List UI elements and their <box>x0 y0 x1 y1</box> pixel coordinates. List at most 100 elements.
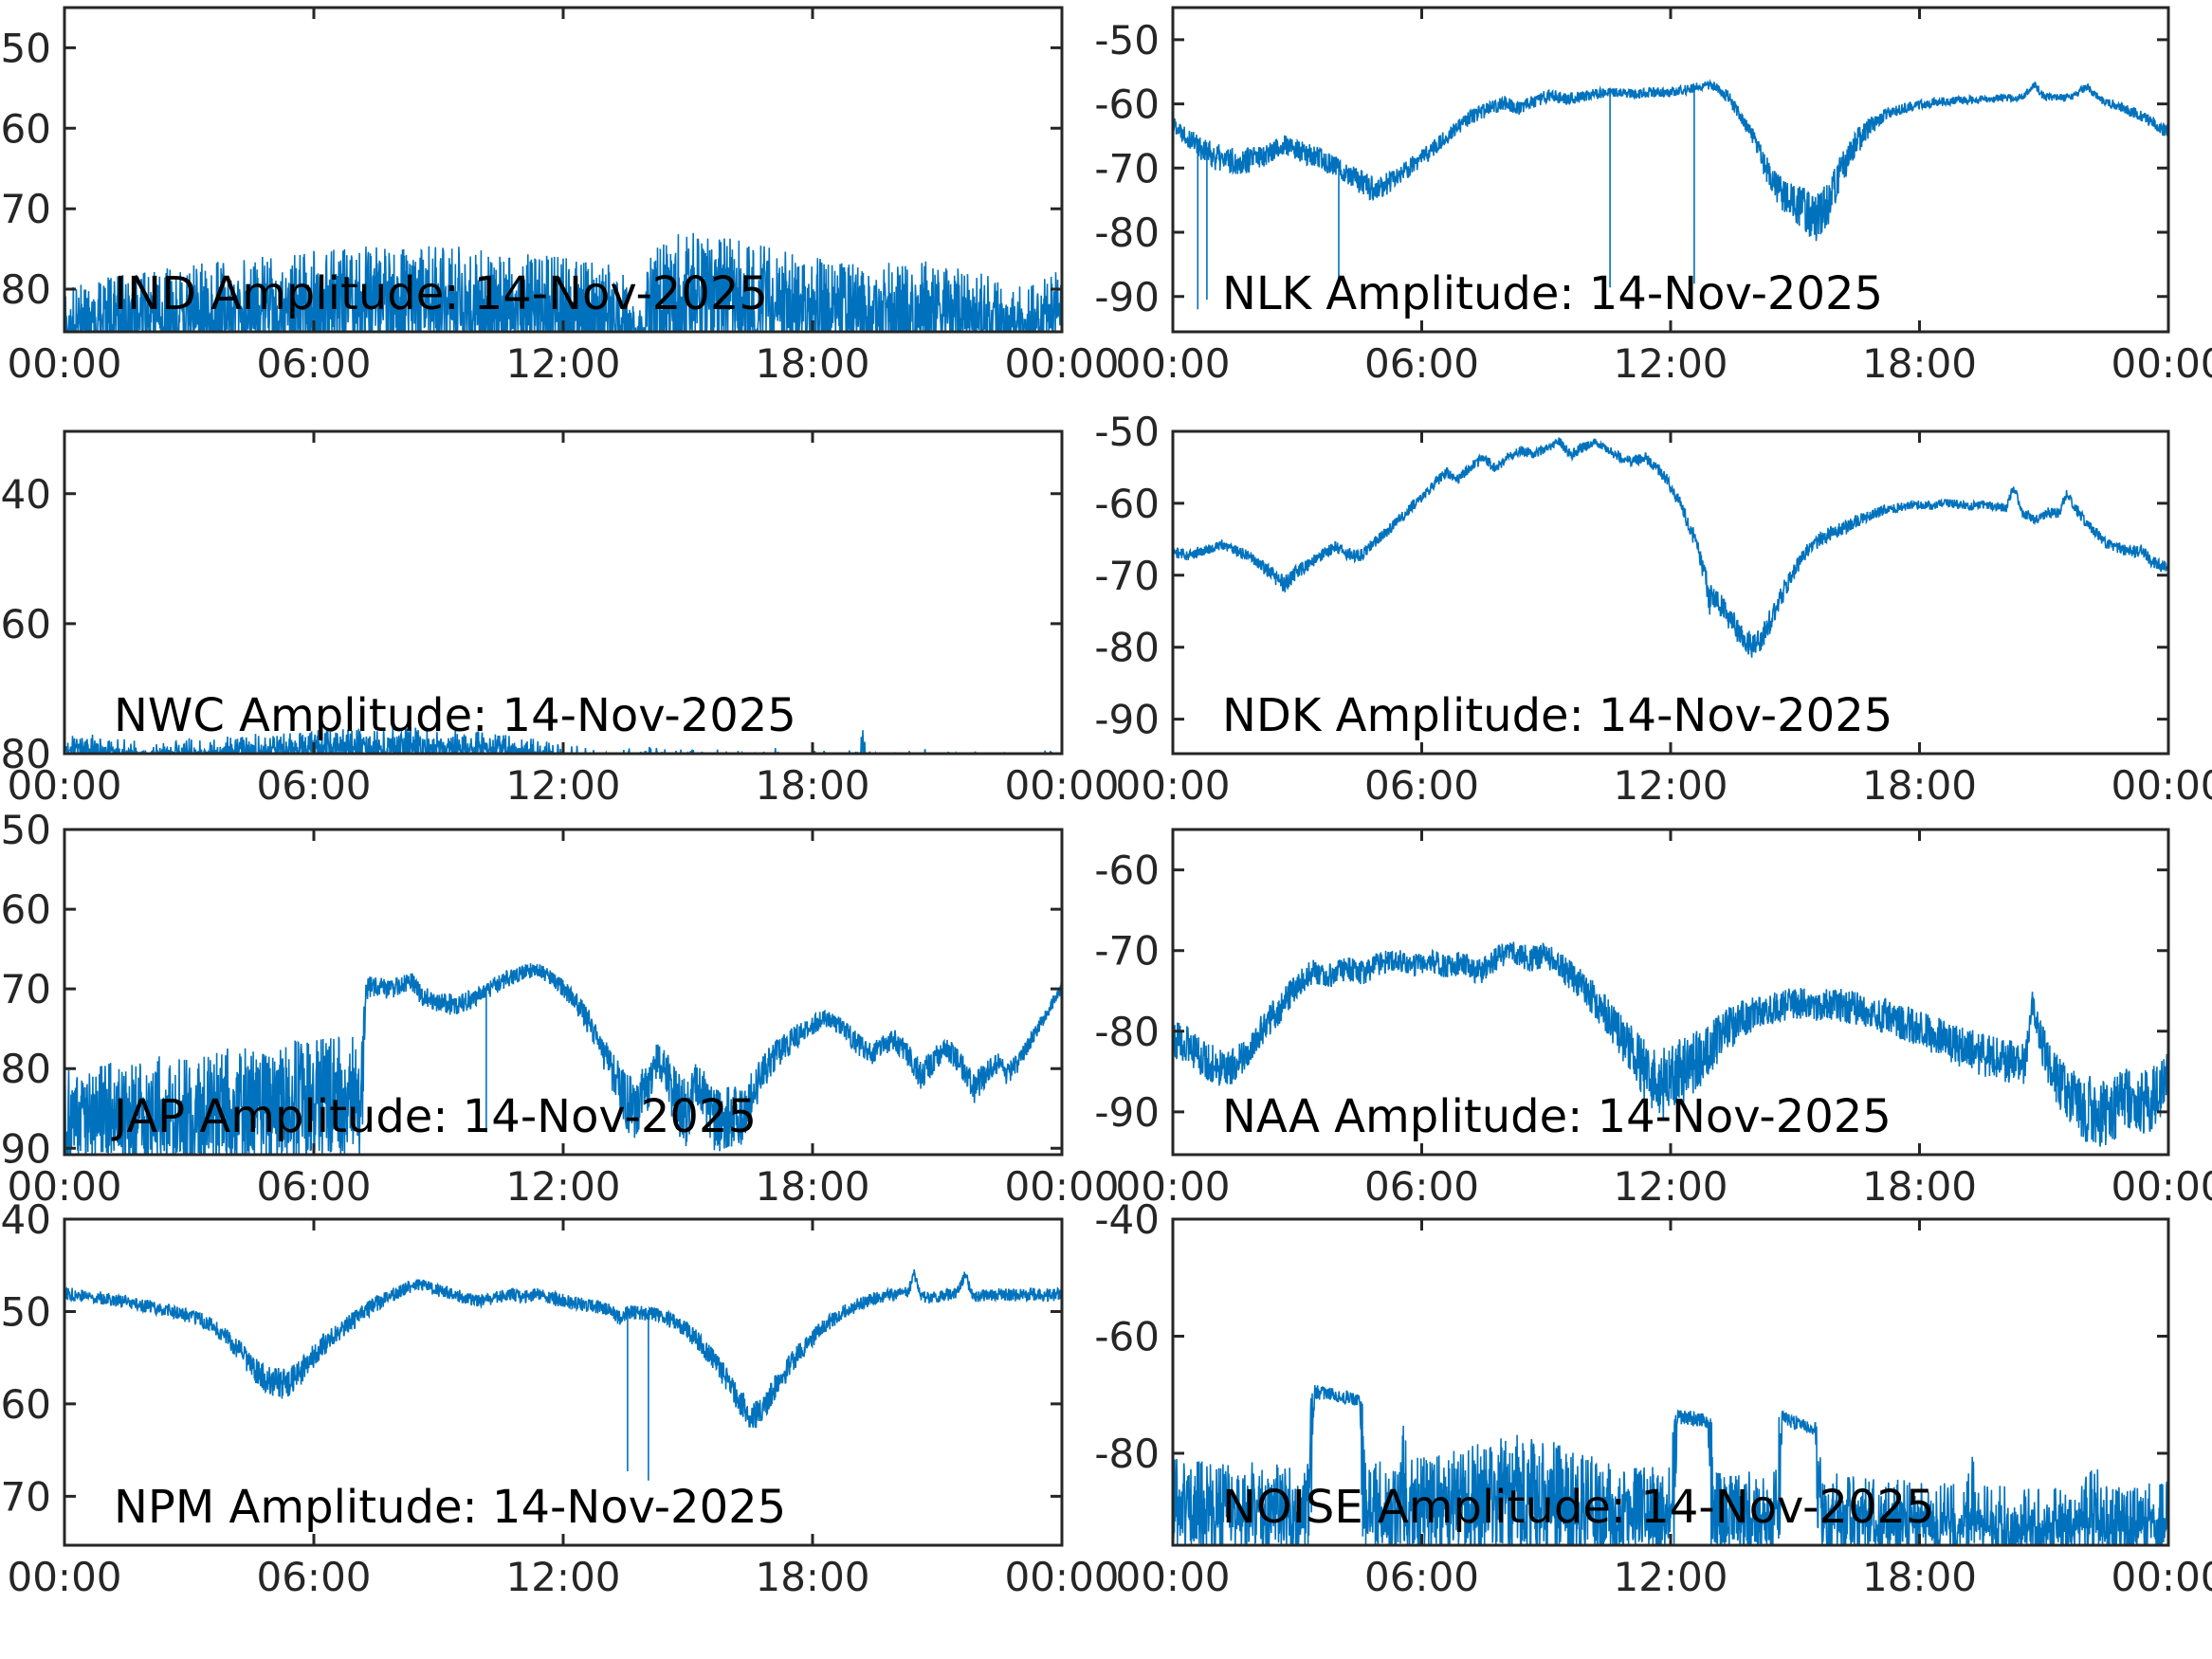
plot-title-nlk: NLK Amplitude: 14-Nov-2025 <box>1222 267 1883 320</box>
x-tick-label: 18:00 <box>755 1554 869 1600</box>
x-tick-label: 00:00 <box>1115 1163 1230 1210</box>
x-tick-label: 00:00 <box>7 762 121 809</box>
x-tick-label: 06:00 <box>256 762 371 809</box>
chart-ndk: 00:00 06:00 12:00 18:00 00:00 -50 -60 -70 -80 -90 <box>1094 409 2212 809</box>
signal-trace-noise <box>1173 1385 2168 1545</box>
x-tick-label: 12:00 <box>1613 1554 1728 1600</box>
plot-title-ndk: NDK Amplitude: 14-Nov-2025 <box>1222 689 1892 742</box>
y-tick-label: 40 <box>1 1196 51 1243</box>
y-tick-label: 80 <box>1 731 51 777</box>
signal-trace-naa <box>1173 941 2168 1147</box>
y-tick-label: 50 <box>1 25 51 71</box>
y-tick-label: -80 <box>1094 1431 1160 1477</box>
y-tick-label: -50 <box>1094 409 1160 455</box>
y-tick-label: -40 <box>1094 1196 1160 1243</box>
x-tick-label: 00:00 <box>2111 340 2212 387</box>
x-tick-label: 06:00 <box>256 1554 371 1600</box>
y-tick-label: -80 <box>1094 1009 1160 1055</box>
y-tick-label: 80 <box>1 1046 51 1092</box>
y-tick-label: -60 <box>1094 481 1160 527</box>
signal-trace-npm <box>64 1268 1062 1481</box>
signal-trace-nlk <box>1173 78 2168 310</box>
y-tick-label: -80 <box>1094 210 1160 256</box>
tick-marks <box>1171 830 2170 1155</box>
x-tick-label: 00:00 <box>1004 1163 1119 1210</box>
x-tick-label: 00:00 <box>1115 1554 1230 1600</box>
chart-ind: 00:00 06:00 12:00 18:00 00:00 50 60 70 80 <box>1 6 1120 387</box>
x-tick-label: 00:00 <box>2111 1554 2212 1600</box>
chart-nwc: 00:00 06:00 12:00 18:00 00:00 40 60 80 <box>1 429 1120 809</box>
y-tick-label: 60 <box>1 601 51 647</box>
plot-title-ind: IND Amplitude: 14-Nov-2025 <box>114 267 768 320</box>
y-tick-label: -90 <box>1094 1089 1160 1136</box>
x-tick-label: 00:00 <box>2111 762 2212 809</box>
x-tick-label: 18:00 <box>755 340 869 387</box>
x-tick-label: 12:00 <box>505 340 620 387</box>
tick-marks <box>1171 1217 2170 1545</box>
y-tick-label: 70 <box>1 1473 51 1520</box>
x-tick-label: 06:00 <box>256 1163 371 1210</box>
y-tick-label: -60 <box>1094 848 1160 894</box>
x-tick-label: 18:00 <box>1862 1163 1977 1210</box>
y-tick-label: 50 <box>1 1289 51 1336</box>
x-tick-label: 12:00 <box>1613 1163 1728 1210</box>
x-tick-label: 18:00 <box>1862 762 1977 809</box>
x-tick-label: 18:00 <box>755 1163 869 1210</box>
y-tick-label: -90 <box>1094 697 1160 743</box>
y-tick-label: -50 <box>1094 17 1160 64</box>
plot-title-jap: JAP Amplitude: 14-Nov-2025 <box>111 1090 757 1143</box>
chart-naa: 00:00 06:00 12:00 18:00 00:00 -60 -70 -80 -90 <box>1094 828 2212 1210</box>
y-tick-label: 70 <box>1 186 51 232</box>
x-tick-label: 00:00 <box>2111 1163 2212 1210</box>
x-tick-label: 00:00 <box>1115 762 1230 809</box>
x-tick-label: 06:00 <box>1364 1163 1479 1210</box>
x-tick-label: 12:00 <box>505 762 620 809</box>
tick-marks <box>63 1217 1064 1545</box>
x-tick-label: 00:00 <box>1004 340 1119 387</box>
y-tick-label: 50 <box>1 807 51 853</box>
chart-jap: 00:00 06:00 12:00 18:00 00:00 50 60 70 80 90 <box>1 807 1120 1210</box>
signal-trace-jap <box>64 963 1062 1155</box>
x-tick-label: 12:00 <box>505 1163 620 1210</box>
y-tick-label: 80 <box>1 266 51 313</box>
x-tick-label: 12:00 <box>1613 762 1728 809</box>
x-tick-label: 00:00 <box>1004 1554 1119 1600</box>
y-tick-label: -70 <box>1094 145 1160 191</box>
x-tick-label: 12:00 <box>1613 340 1728 387</box>
y-tick-label: 60 <box>1 105 51 152</box>
plot-title-naa: NAA Amplitude: 14-Nov-2025 <box>1222 1090 1892 1143</box>
y-tick-label: -60 <box>1094 82 1160 128</box>
y-tick-label: -80 <box>1094 625 1160 671</box>
signal-trace-ind <box>64 232 1062 332</box>
x-tick-label: 12:00 <box>505 1554 620 1600</box>
y-tick-label: 40 <box>1 471 51 518</box>
tick-marks <box>63 8 1064 332</box>
plot-title-noise: NOISE Amplitude: 14-Nov-2025 <box>1222 1481 1935 1534</box>
x-tick-label: 00:00 <box>7 340 121 387</box>
x-tick-label: 00:00 <box>7 1554 121 1600</box>
y-tick-label: -70 <box>1094 928 1160 975</box>
x-tick-label: 18:00 <box>1862 1554 1977 1600</box>
y-tick-label: -70 <box>1094 553 1160 599</box>
y-tick-label: 70 <box>1 966 51 1012</box>
chart-npm: 00:00 06:00 12:00 18:00 00:00 40 50 60 70 <box>1 1196 1120 1600</box>
tick-marks <box>1171 8 2170 332</box>
chart-noise: 00:00 06:00 12:00 18:00 00:00 -40 -60 -80 <box>1094 1196 2212 1600</box>
x-tick-label: 06:00 <box>1364 1554 1479 1600</box>
plot-title-nwc: NWC Amplitude: 14-Nov-2025 <box>114 689 796 742</box>
tick-marks <box>63 828 1064 1155</box>
y-tick-label: 60 <box>1 886 51 933</box>
x-tick-label: 00:00 <box>7 1163 121 1210</box>
signal-trace-ndk <box>1173 437 2168 658</box>
x-tick-label: 18:00 <box>755 762 869 809</box>
y-tick-label: 60 <box>1 1381 51 1428</box>
x-tick-label: 06:00 <box>1364 762 1479 809</box>
tick-marks <box>63 431 1064 756</box>
x-tick-label: 00:00 <box>1115 340 1230 387</box>
x-tick-label: 00:00 <box>1004 762 1119 809</box>
x-tick-label: 06:00 <box>256 340 371 387</box>
y-tick-label: -60 <box>1094 1314 1160 1360</box>
